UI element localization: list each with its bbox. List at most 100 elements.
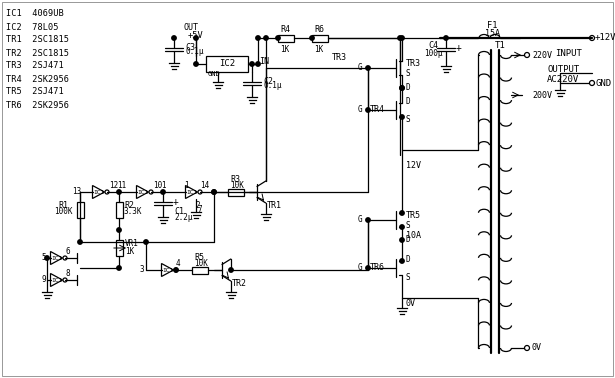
Text: 5: 5 <box>41 254 46 262</box>
Text: GND: GND <box>595 79 611 87</box>
Circle shape <box>400 86 404 90</box>
Text: D: D <box>406 84 411 93</box>
Text: 10: 10 <box>153 181 162 191</box>
Circle shape <box>117 190 121 194</box>
Circle shape <box>256 36 260 40</box>
Text: D: D <box>406 256 411 265</box>
Text: 0V: 0V <box>406 299 416 307</box>
Text: 12: 12 <box>109 181 118 191</box>
Text: 10A: 10A <box>406 231 421 240</box>
Text: R1: R1 <box>58 200 68 209</box>
Bar <box>116 202 122 218</box>
Circle shape <box>194 62 198 66</box>
Text: +: + <box>173 197 179 207</box>
Text: GND: GND <box>208 71 221 77</box>
Text: IC1: IC1 <box>52 277 63 282</box>
Text: R6: R6 <box>314 25 324 34</box>
Circle shape <box>45 256 49 260</box>
Bar <box>278 34 294 42</box>
Circle shape <box>400 225 404 229</box>
Text: IC1: IC1 <box>186 189 198 195</box>
Text: 2: 2 <box>195 201 200 211</box>
Bar <box>116 240 122 256</box>
Circle shape <box>310 36 314 40</box>
Text: S: S <box>406 220 411 229</box>
Text: C1: C1 <box>174 206 184 215</box>
Text: INPUT: INPUT <box>555 48 582 57</box>
Text: S: S <box>406 68 411 77</box>
Text: 1: 1 <box>161 181 165 191</box>
Text: TR5  2SJ471: TR5 2SJ471 <box>6 87 64 96</box>
Circle shape <box>366 218 370 222</box>
Text: +12V: +12V <box>595 34 615 42</box>
Text: 1K: 1K <box>280 45 289 54</box>
Text: +5V: +5V <box>188 31 204 39</box>
Circle shape <box>444 36 448 40</box>
Bar <box>76 202 84 218</box>
Text: OUTPUT: OUTPUT <box>547 65 579 74</box>
Circle shape <box>250 62 254 66</box>
Circle shape <box>78 240 82 244</box>
Circle shape <box>400 259 404 263</box>
Circle shape <box>400 211 404 215</box>
Bar <box>312 34 328 42</box>
Text: 13: 13 <box>72 187 81 197</box>
Text: OUT: OUT <box>183 23 198 33</box>
Text: 100μ: 100μ <box>424 48 443 57</box>
Text: 2.2μ: 2.2μ <box>174 212 192 222</box>
Text: 220V: 220V <box>532 51 552 59</box>
Circle shape <box>161 190 165 194</box>
Text: 11: 11 <box>117 181 126 191</box>
Text: IN: IN <box>259 56 269 65</box>
Text: 10K: 10K <box>230 181 244 191</box>
Text: 0.1μ: 0.1μ <box>263 82 282 90</box>
Circle shape <box>366 66 370 70</box>
Text: 0V: 0V <box>532 344 542 353</box>
Text: S: S <box>406 274 411 282</box>
Text: T1: T1 <box>495 40 506 50</box>
Circle shape <box>400 36 404 40</box>
Circle shape <box>400 115 404 119</box>
Text: R5: R5 <box>194 254 204 262</box>
Text: TR2  2SC1815: TR2 2SC1815 <box>6 48 69 57</box>
Text: 3.3K: 3.3K <box>124 208 143 217</box>
Text: 12V: 12V <box>406 161 421 169</box>
Text: TR4: TR4 <box>370 105 385 115</box>
Text: 1: 1 <box>184 181 189 191</box>
Text: R4: R4 <box>280 25 290 34</box>
Text: G: G <box>358 263 363 273</box>
Circle shape <box>256 62 260 66</box>
Circle shape <box>194 36 198 40</box>
Text: 14: 14 <box>200 181 209 191</box>
Text: TR3: TR3 <box>406 59 421 68</box>
Bar <box>206 56 248 72</box>
Text: 8: 8 <box>65 270 69 279</box>
Text: 100K: 100K <box>54 208 73 217</box>
Text: G: G <box>358 105 363 115</box>
Circle shape <box>172 36 177 40</box>
Circle shape <box>144 240 148 244</box>
Text: TR6: TR6 <box>370 263 385 273</box>
Text: 200V: 200V <box>532 90 552 99</box>
Text: 4: 4 <box>176 260 181 268</box>
Circle shape <box>117 266 121 270</box>
Circle shape <box>264 36 268 40</box>
Text: TR2: TR2 <box>232 279 247 288</box>
Circle shape <box>174 268 178 272</box>
Text: TR3  2SJ471: TR3 2SJ471 <box>6 62 64 71</box>
Bar <box>192 266 208 274</box>
Text: IC1: IC1 <box>138 189 149 195</box>
Circle shape <box>276 36 280 40</box>
Circle shape <box>117 228 121 232</box>
Circle shape <box>366 266 370 270</box>
Text: TR6  2SK2956: TR6 2SK2956 <box>6 101 69 110</box>
Text: C2: C2 <box>263 76 273 85</box>
Text: G: G <box>358 215 363 225</box>
Circle shape <box>398 36 402 40</box>
Text: G: G <box>358 64 363 73</box>
Text: 1K: 1K <box>125 246 134 256</box>
Text: C4: C4 <box>428 42 438 51</box>
Text: 15A: 15A <box>485 28 499 37</box>
Text: AC220V: AC220V <box>547 74 579 84</box>
Text: +: + <box>456 43 462 53</box>
